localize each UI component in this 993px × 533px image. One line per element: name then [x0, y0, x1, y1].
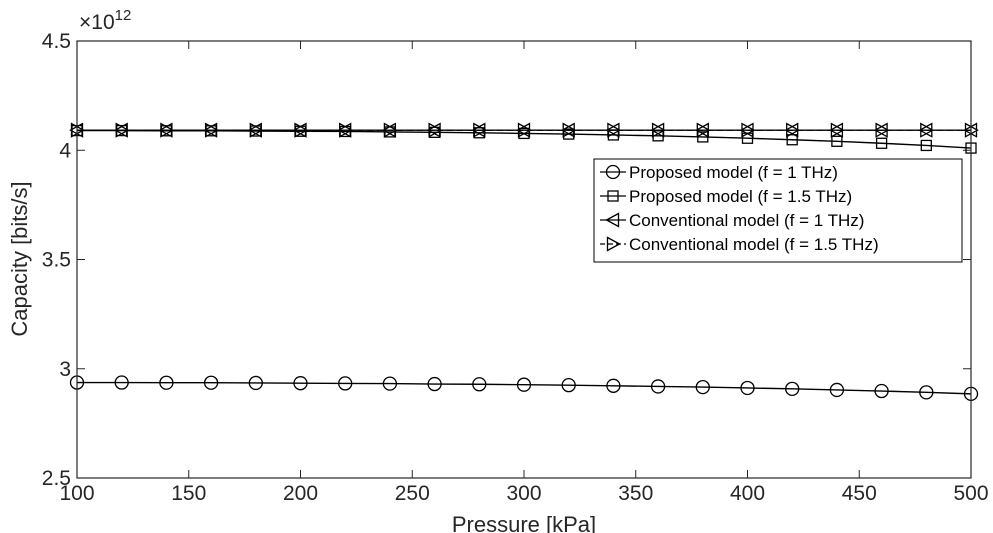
- data-point: [562, 122, 577, 138]
- legend-marker: [607, 190, 619, 202]
- series-line: [77, 381, 972, 395]
- data-point: [874, 383, 889, 399]
- data-point: [696, 122, 711, 138]
- data-point: [920, 122, 935, 138]
- data-point: [829, 382, 845, 398]
- x-tick-label: 450: [842, 482, 877, 505]
- series-1: [69, 375, 979, 402]
- legend-marker: [605, 164, 621, 180]
- data-point: [383, 122, 398, 138]
- data-point: [607, 122, 622, 138]
- plot-frame: [76, 40, 972, 479]
- data-point: [204, 122, 219, 138]
- y-tick-label: 3: [59, 358, 71, 381]
- data-point: [561, 377, 576, 393]
- data-point: [293, 376, 308, 391]
- data-point: [249, 122, 264, 138]
- exponent-power: 12: [115, 7, 132, 24]
- data-point: [428, 122, 443, 138]
- x-axis-title: Pressure [kPa]: [452, 512, 596, 533]
- data-point: [830, 122, 845, 138]
- data-point: [875, 137, 888, 149]
- data-point: [920, 139, 932, 152]
- data-point: [650, 379, 666, 394]
- data-point: [338, 376, 353, 391]
- data-point: [919, 385, 934, 400]
- legend-item: Conventional model (f = 1 THz): [600, 211, 864, 230]
- data-point: [875, 122, 890, 138]
- axis-ticks: 100 150 200 250 300 350 400 450 500 2.5 3 3.5 4 4.5: [42, 30, 989, 505]
- x-tick-label: 250: [395, 482, 430, 505]
- data-point: [294, 122, 309, 138]
- data-point: [517, 122, 532, 138]
- data-point: [741, 122, 756, 138]
- data-point: [786, 122, 801, 138]
- data-point: [651, 122, 666, 138]
- y-tick-label: 4.5: [42, 30, 71, 53]
- legend: Proposed model (f = 1 THz) Proposed model…: [593, 158, 963, 263]
- x-tick-label: 300: [506, 482, 541, 505]
- data-point: [472, 377, 487, 392]
- x-tick-label: 350: [618, 482, 653, 505]
- x-tick-label: 400: [730, 482, 765, 505]
- data-point: [159, 375, 174, 390]
- y-axis-title: Capacity [bits/s]: [7, 181, 32, 336]
- x-tick-label: 500: [953, 482, 988, 505]
- data-point: [427, 376, 442, 392]
- legend-item: Proposed model (f = 1.5 THz): [600, 187, 852, 206]
- legend-label: Conventional model (f = 1.5 THz): [629, 235, 879, 254]
- data-point: [339, 122, 354, 138]
- legend-label: Proposed model (f = 1.5 THz): [629, 187, 852, 206]
- legend-label: Conventional model (f = 1 THz): [629, 211, 864, 230]
- y-tick-label: 2.5: [42, 467, 71, 490]
- y-tick-label: 4: [59, 139, 71, 162]
- data-point: [516, 377, 532, 392]
- legend-marker: [606, 236, 621, 252]
- data-point: [160, 122, 175, 138]
- data-point: [786, 134, 798, 146]
- data-point: [115, 122, 130, 138]
- data-point: [382, 376, 398, 391]
- series-layer: [69, 122, 979, 402]
- y-tick-label: 3.5: [42, 249, 71, 272]
- data-point: [831, 135, 843, 147]
- data-point: [473, 122, 488, 138]
- legend-item: Proposed model (f = 1 THz): [600, 163, 838, 182]
- legend-label: Proposed model (f = 1 THz): [629, 163, 838, 182]
- x-tick-label: 200: [283, 482, 318, 505]
- x-tick-label: 100: [59, 482, 94, 505]
- data-point: [695, 379, 710, 395]
- legend-marker: [605, 212, 620, 228]
- data-point: [785, 381, 800, 397]
- data-point: [740, 380, 755, 396]
- exponent-label: ×1012: [79, 7, 131, 34]
- series-4: [70, 122, 979, 138]
- data-point: [203, 375, 219, 390]
- data-point: [114, 375, 129, 390]
- data-point: [606, 378, 621, 393]
- legend-box: [593, 158, 963, 263]
- legend-item: Conventional model (f = 1.5 THz): [600, 235, 879, 254]
- x-tick-label: 150: [171, 482, 206, 505]
- data-point: [248, 375, 263, 391]
